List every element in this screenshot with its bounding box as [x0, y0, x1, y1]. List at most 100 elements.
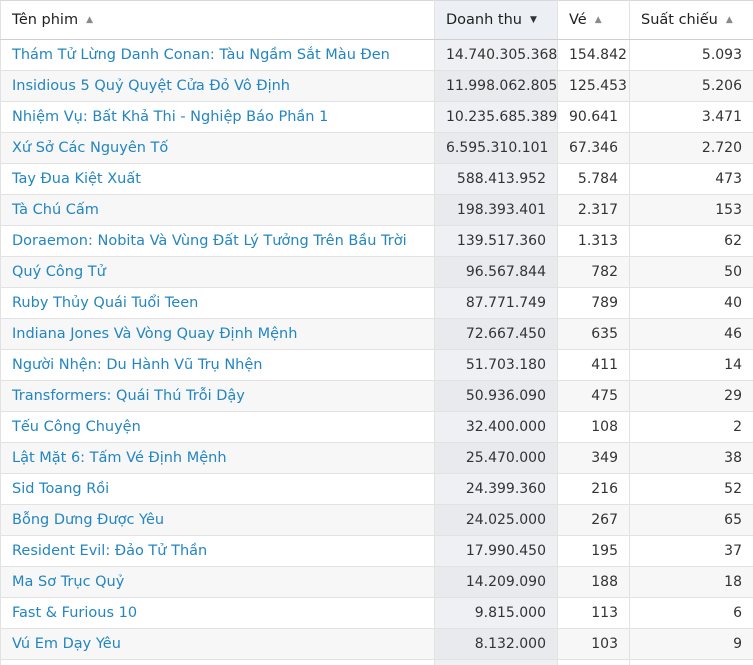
revenue-cell: 50.936.090 — [434, 380, 558, 412]
revenue-cell: 51.703.180 — [434, 349, 558, 381]
tickets-cell: 411 — [557, 349, 630, 381]
showings-cell: 46 — [629, 318, 753, 350]
movie-title-link[interactable]: Resident Evil: Đảo Tử Thần — [0, 535, 435, 567]
revenue-cell: 14.209.090 — [434, 566, 558, 598]
showings-cell: 65 — [629, 504, 753, 536]
movie-title-link[interactable]: Doraemon: Nobita Và Vùng Đất Lý Tưởng Tr… — [0, 225, 435, 257]
movie-title-link[interactable]: Vú Em Dạy Yêu — [0, 628, 435, 660]
table-row — [0, 659, 753, 665]
revenue-cell: 96.567.844 — [434, 256, 558, 288]
movie-title-link[interactable]: Tếu Công Chuyện — [0, 411, 435, 443]
movie-title-link[interactable] — [0, 659, 435, 665]
movie-title-link[interactable]: Indiana Jones Và Vòng Quay Định Mệnh — [0, 318, 435, 350]
revenue-cell: 25.470.000 — [434, 442, 558, 474]
sort-ascending-icon[interactable]: ▲ — [86, 15, 94, 25]
tickets-cell: 2.317 — [557, 194, 630, 226]
column-header-revenue[interactable]: Doanh thu ▼ — [434, 0, 558, 40]
table-row: Lật Mặt 6: Tấm Vé Định Mệnh 25.470.000 349… — [0, 442, 753, 474]
tickets-cell: 103 — [557, 628, 630, 660]
tickets-cell: 782 — [557, 256, 630, 288]
tickets-cell: 635 — [557, 318, 630, 350]
movie-title-link[interactable]: Sid Toang Rồi — [0, 473, 435, 505]
revenue-cell: 72.667.450 — [434, 318, 558, 350]
showings-cell: 37 — [629, 535, 753, 567]
table-row: Vú Em Dạy Yêu 8.132.000 103 9 — [0, 628, 753, 660]
revenue-cell: 24.399.360 — [434, 473, 558, 505]
revenue-cell: 87.771.749 — [434, 287, 558, 319]
movie-title-link[interactable]: Nhiệm Vụ: Bất Khả Thi - Nghiệp Báo Phần … — [0, 101, 435, 133]
table-row: Insidious 5 Quỷ Quyệt Cửa Đỏ Vô Định 11.9… — [0, 70, 753, 102]
movie-title-link[interactable]: Ma Sơ Trục Quỷ — [0, 566, 435, 598]
showings-cell: 14 — [629, 349, 753, 381]
tickets-cell: 67.346 — [557, 132, 630, 164]
sort-ascending-icon[interactable]: ▲ — [725, 15, 733, 25]
table-row: Tay Đua Kiệt Xuất 588.413.952 5.784 473 — [0, 163, 753, 195]
tickets-cell — [557, 659, 630, 665]
column-header-name[interactable]: Tên phim ▲ — [0, 0, 435, 40]
column-header-label: Vé — [569, 12, 587, 28]
column-header-showings[interactable]: Suất chiếu ▲ — [629, 0, 753, 40]
tickets-cell: 113 — [557, 597, 630, 629]
revenue-cell: 588.413.952 — [434, 163, 558, 195]
revenue-cell: 14.740.305.368 — [434, 39, 558, 71]
table-row: Ma Sơ Trục Quỷ 14.209.090 188 18 — [0, 566, 753, 598]
movie-title-link[interactable]: Transformers: Quái Thú Trỗi Dậy — [0, 380, 435, 412]
table-row: Doraemon: Nobita Và Vùng Đất Lý Tưởng Tr… — [0, 225, 753, 257]
revenue-cell: 11.998.062.805 — [434, 70, 558, 102]
movie-title-link[interactable]: Quý Công Tử — [0, 256, 435, 288]
movie-title-link[interactable]: Bỗng Dưng Được Yêu — [0, 504, 435, 536]
movie-title-link[interactable]: Thám Tử Lừng Danh Conan: Tàu Ngầm Sắt Mà… — [0, 39, 435, 71]
movie-title-link[interactable]: Insidious 5 Quỷ Quyệt Cửa Đỏ Vô Định — [0, 70, 435, 102]
sort-descending-icon[interactable]: ▼ — [529, 15, 537, 25]
column-header-label: Doanh thu — [446, 12, 522, 28]
movie-title-link[interactable]: Tay Đua Kiệt Xuất — [0, 163, 435, 195]
movie-title-link[interactable]: Fast & Furious 10 — [0, 597, 435, 629]
showings-cell: 473 — [629, 163, 753, 195]
tickets-cell: 108 — [557, 411, 630, 443]
table-row: Tếu Công Chuyện 32.400.000 108 2 — [0, 411, 753, 443]
showings-cell: 153 — [629, 194, 753, 226]
table-row: Fast & Furious 10 9.815.000 113 6 — [0, 597, 753, 629]
showings-cell: 9 — [629, 628, 753, 660]
tickets-cell: 267 — [557, 504, 630, 536]
showings-cell: 5.093 — [629, 39, 753, 71]
movie-title-link[interactable]: Lật Mặt 6: Tấm Vé Định Mệnh — [0, 442, 435, 474]
sort-ascending-icon[interactable]: ▲ — [594, 15, 602, 25]
table-row: Transformers: Quái Thú Trỗi Dậy 50.936.09… — [0, 380, 753, 412]
showings-cell: 40 — [629, 287, 753, 319]
table-row: Indiana Jones Và Vòng Quay Định Mệnh 72.6… — [0, 318, 753, 350]
revenue-cell: 24.025.000 — [434, 504, 558, 536]
revenue-cell: 139.517.360 — [434, 225, 558, 257]
revenue-cell: 6.595.310.101 — [434, 132, 558, 164]
revenue-cell: 9.815.000 — [434, 597, 558, 629]
showings-cell: 2.720 — [629, 132, 753, 164]
tickets-cell: 195 — [557, 535, 630, 567]
tickets-cell: 1.313 — [557, 225, 630, 257]
showings-cell: 50 — [629, 256, 753, 288]
table-row: Tà Chú Cấm 198.393.401 2.317 153 — [0, 194, 753, 226]
movie-title-link[interactable]: Người Nhện: Du Hành Vũ Trụ Nhện — [0, 349, 435, 381]
table-body: Thám Tử Lừng Danh Conan: Tàu Ngầm Sắt Mà… — [0, 39, 753, 665]
revenue-cell: 10.235.685.389 — [434, 101, 558, 133]
column-header-label: Suất chiếu — [641, 12, 718, 28]
tickets-cell: 789 — [557, 287, 630, 319]
revenue-cell: 8.132.000 — [434, 628, 558, 660]
revenue-cell: 17.990.450 — [434, 535, 558, 567]
column-header-tickets[interactable]: Vé ▲ — [557, 0, 630, 40]
showings-cell: 29 — [629, 380, 753, 412]
revenue-cell: 32.400.000 — [434, 411, 558, 443]
table-row: Nhiệm Vụ: Bất Khả Thi - Nghiệp Báo Phần … — [0, 101, 753, 133]
table-row: Ruby Thủy Quái Tuổi Teen 87.771.749 789 40 — [0, 287, 753, 319]
showings-cell: 5.206 — [629, 70, 753, 102]
tickets-cell: 475 — [557, 380, 630, 412]
movie-title-link[interactable]: Xứ Sở Các Nguyên Tố — [0, 132, 435, 164]
header-row: Tên phim ▲ Doanh thu ▼ Vé ▲ Suất chiếu ▲ — [0, 0, 753, 40]
movie-title-link[interactable]: Ruby Thủy Quái Tuổi Teen — [0, 287, 435, 319]
showings-cell: 52 — [629, 473, 753, 505]
table-row: Sid Toang Rồi 24.399.360 216 52 — [0, 473, 753, 505]
showings-cell: 62 — [629, 225, 753, 257]
revenue-cell — [434, 659, 558, 665]
movie-title-link[interactable]: Tà Chú Cấm — [0, 194, 435, 226]
